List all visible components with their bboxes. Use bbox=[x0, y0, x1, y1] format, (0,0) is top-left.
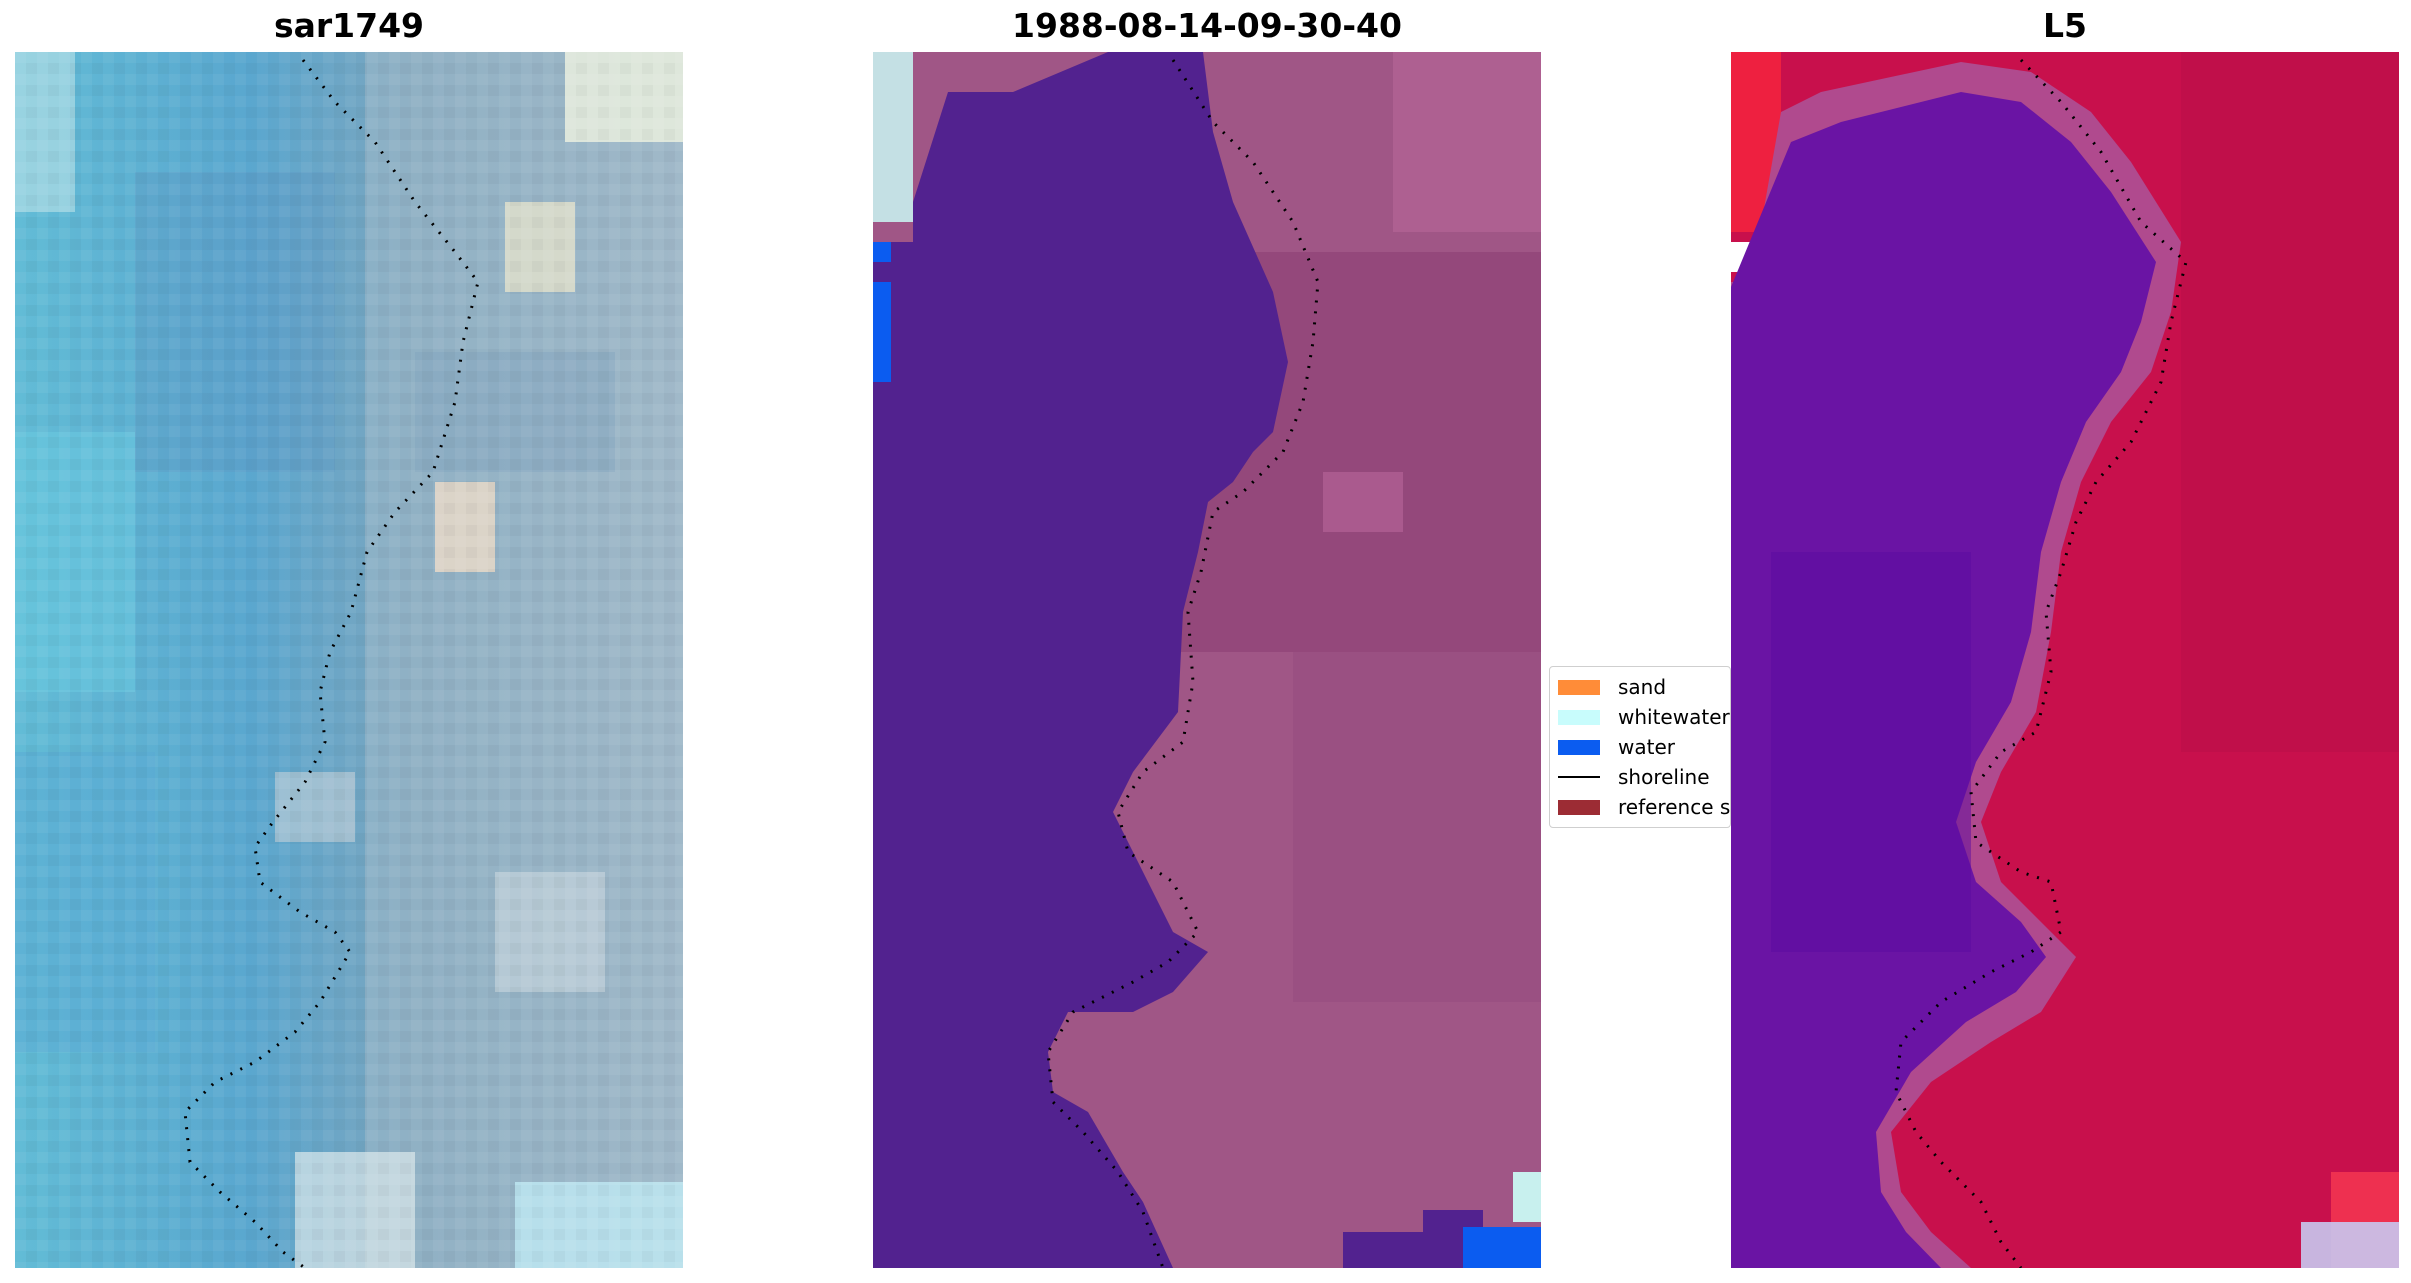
shoreline-line bbox=[1046, 59, 1320, 1268]
legend-label: sand bbox=[1618, 675, 1667, 699]
water-region bbox=[873, 52, 1288, 1268]
whitewater-swatch bbox=[1558, 709, 1600, 725]
panel-title-mndwi: L5 bbox=[2043, 6, 2087, 45]
legend-label: water bbox=[1618, 735, 1675, 759]
panel-title-rgb: sar1749 bbox=[273, 6, 425, 45]
legend-item-sand: sand bbox=[1558, 675, 1666, 699]
panel-title-classification: 1988-08-14-09-30-40 bbox=[1012, 6, 1402, 45]
shoreline-swatch bbox=[1558, 776, 1600, 778]
legend-item-whitewater: whitewater bbox=[1558, 705, 1730, 729]
water-swatch bbox=[1558, 739, 1600, 755]
classification-panel bbox=[873, 52, 1541, 1268]
legend: sand whitewater water shoreline referenc… bbox=[1549, 666, 1731, 828]
index-image-panel bbox=[1731, 52, 2399, 1268]
classification-image bbox=[873, 52, 1541, 1268]
legend-item-reference-shoreline: reference s bbox=[1558, 795, 1730, 819]
legend-label: reference s bbox=[1618, 795, 1731, 819]
index-image bbox=[1731, 52, 2399, 1268]
legend-label: shoreline bbox=[1618, 765, 1710, 789]
reference-swatch bbox=[1558, 799, 1600, 815]
rgb-image bbox=[15, 52, 683, 1268]
sand-swatch bbox=[1558, 679, 1600, 695]
legend-item-water: water bbox=[1558, 735, 1675, 759]
rgb-image-panel bbox=[15, 52, 683, 1268]
legend-item-shoreline: shoreline bbox=[1558, 765, 1710, 789]
legend-label: whitewater bbox=[1618, 705, 1730, 729]
shoreline-line bbox=[1894, 58, 2188, 1268]
